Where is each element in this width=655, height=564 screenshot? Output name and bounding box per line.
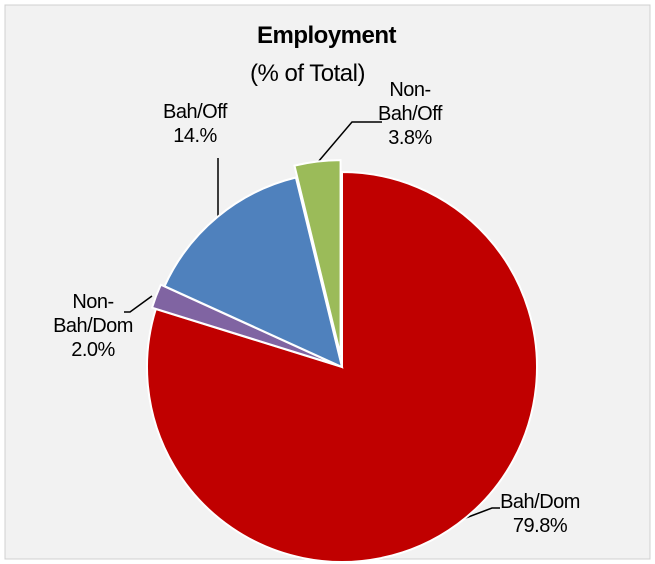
leader-line (317, 121, 382, 163)
chart-subtitle: (% of Total) (250, 60, 365, 87)
data-label: Non-Bah/Off 3.8% (378, 79, 442, 149)
data-label: Bah/Off 14.% (163, 101, 227, 147)
leader-line (124, 295, 153, 313)
data-label: Non-Bah/Dom 2.0% (53, 291, 133, 361)
data-label: Bah/Dom 79.8% (500, 491, 580, 537)
pie-slice (150, 283, 339, 367)
pie-slice (293, 159, 342, 356)
pie-slice (146, 170, 538, 563)
chart-title: Employment (257, 22, 397, 49)
pie-slice (163, 176, 344, 369)
